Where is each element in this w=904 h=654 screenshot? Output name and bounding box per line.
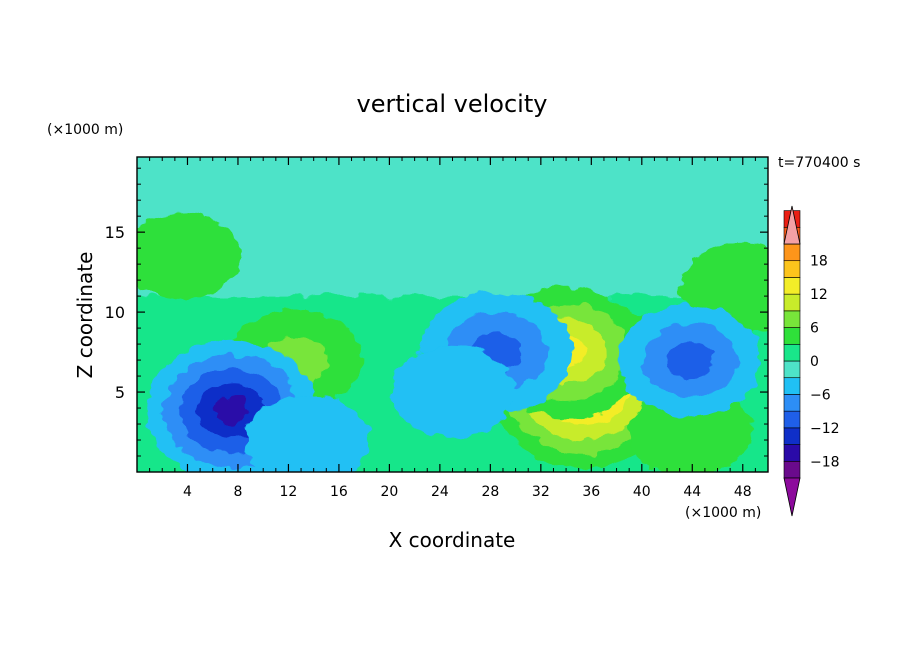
x-tick-label: 12 [280,484,298,500]
chart-title: vertical velocity [357,90,548,118]
x-tick-label: 24 [431,484,449,500]
x-tick-label: 16 [330,484,348,500]
colorbar: 18 12 6 0 −6 −12 −18 [783,205,840,517]
colorbar-tick-label: 18 [810,254,828,270]
y-tick-label: 10 [105,303,125,322]
colorbar-bin [783,410,801,429]
colorbar-bin [783,360,801,379]
contour-level-5-0 [137,213,241,299]
colorbar-bin [783,394,801,412]
contour-level-7-4 [214,397,249,426]
y-axis: 5 10 15 [105,167,768,457]
x-tick-label: 20 [380,484,398,500]
x-tick-label: 36 [582,484,600,500]
time-label: t=770400 s [778,155,860,171]
colorbar-bin [783,460,801,479]
colorbar-tick-label: −6 [810,387,831,403]
colorbar-bin [783,377,801,395]
colorbar-tick-label: 0 [810,354,819,370]
x-tick-label: 8 [233,484,242,500]
colorbar-tick-label: 6 [810,321,819,337]
colorbar-bin [783,343,801,362]
y-tick-label: 15 [105,223,125,242]
x-tick-label: 44 [683,484,701,500]
colorbar-bin [783,277,801,295]
y-tick-label: 5 [115,383,125,402]
x-tick-label: 28 [481,484,499,500]
colorbar-bin [783,310,801,328]
x-axis-label: X coordinate [389,528,516,552]
colorbar-bin [783,327,801,345]
colorbar-bin [783,444,801,462]
contour-field [137,157,768,472]
contour-level-9-2 [666,341,714,379]
colorbar-tick-label: 12 [810,287,828,303]
x-axis: 4 8 12 16 20 24 28 32 36 40 44 48 [149,157,756,500]
y-axis-label: Z coordinate [73,252,97,379]
x-tick-label: 48 [734,484,752,500]
y-unit-label: (×1000 m) [47,122,123,138]
contour-level-11-0 [245,394,370,472]
colorbar-bin [783,260,801,278]
x-tick-label: 4 [183,484,192,500]
colorbar-bin [783,293,801,312]
x-tick-label: 32 [532,484,550,500]
x-unit-label: (×1000 m) [685,505,761,521]
colorbar-tick-label: −12 [810,421,840,437]
colorbar-under-arrow [783,477,801,517]
x-tick-label: 40 [633,484,651,500]
colorbar-over-arrow [783,205,801,245]
contour-level-10-0 [390,346,515,438]
colorbar-bin [783,243,801,262]
colorbar-tick-label: −18 [810,454,840,470]
colorbar-bin [783,427,801,445]
